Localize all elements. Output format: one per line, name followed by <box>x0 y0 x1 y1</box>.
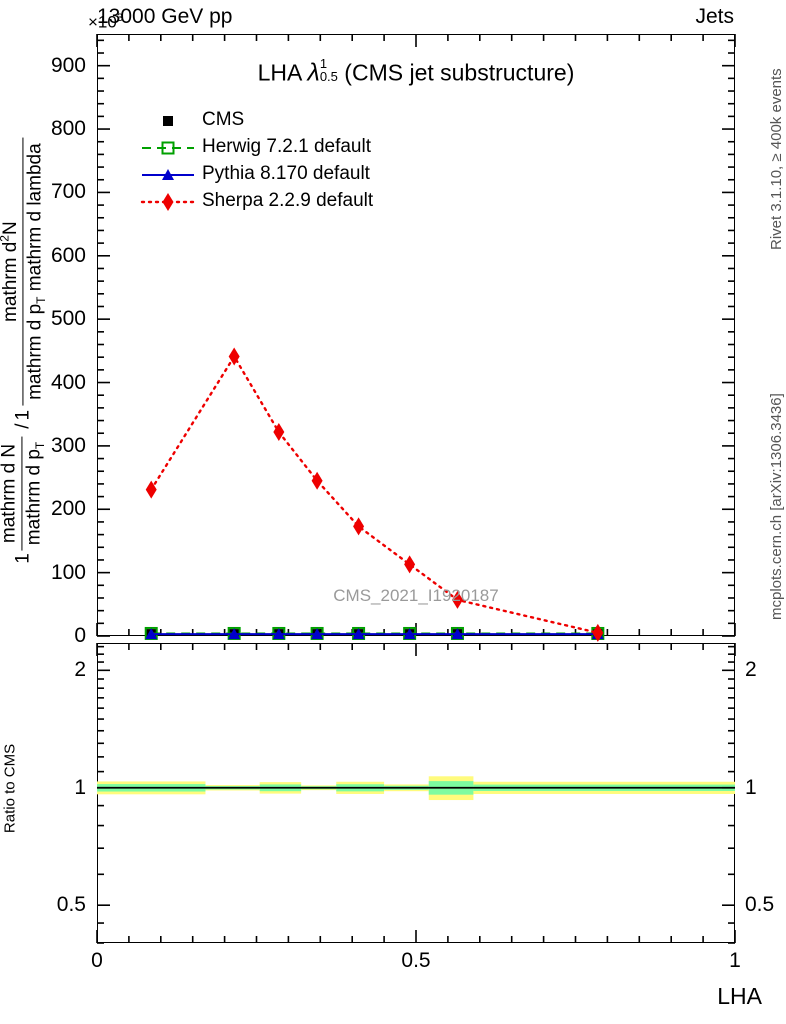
plot-title-main: LHA <box>257 59 308 86</box>
ratio-y-tick-label: 0.5 <box>56 893 86 917</box>
legend-label: CMS <box>202 109 245 130</box>
y-axis-tick-labels-ratio-right: 0.5 1 2 <box>739 643 786 943</box>
legend-marker <box>162 193 174 211</box>
data-point-sherpa <box>228 347 240 366</box>
y-tick-label: 500 <box>50 307 86 331</box>
ratio-y-tick-label-right: 2 <box>745 658 757 682</box>
yaxis-prefix-denominator: mathrm d pT <box>23 441 48 546</box>
data-point-pythia <box>145 628 158 640</box>
legend-label: Herwig 7.2.1 default <box>202 136 371 157</box>
y-tick-label: 900 <box>50 53 86 77</box>
yaxis-slash: / <box>12 423 33 429</box>
legend-key-pythia-glyph <box>142 169 194 180</box>
y-tick-label: 0 <box>74 624 86 647</box>
legend-key-sherpa <box>140 189 196 216</box>
process-label: Jets <box>695 5 734 28</box>
y-tick-label: 700 <box>50 180 86 204</box>
y-tick-label: 100 <box>50 560 86 584</box>
legend-key-pythia <box>140 162 196 189</box>
data-point-sherpa <box>451 590 463 609</box>
legend-entry[interactable]: CMS <box>140 108 440 135</box>
yaxis-numerator-one: 1 <box>12 409 33 421</box>
legend-key-cms <box>140 108 196 135</box>
plot-title-sup: 1 <box>319 56 328 71</box>
mcplots-caption: mcplots.cern.ch [arXiv:1306.3436] <box>768 393 785 620</box>
yaxis-numerator: mathrm d2N <box>0 137 24 406</box>
yaxis-prefix-numerator: mathrm d N <box>0 436 23 551</box>
legend-entry[interactable]: Sherpa 2.2.9 default <box>140 189 440 216</box>
data-point-sherpa <box>311 471 323 490</box>
legend-entry[interactable]: Herwig 7.2.1 default <box>140 135 440 162</box>
legend[interactable]: CMS Herwig 7.2.1 default Pythia 8.170 defa… <box>140 108 440 216</box>
ratio-y-tick-label-right: 1 <box>745 775 757 799</box>
data-point-sherpa <box>404 555 416 574</box>
ratio-y-tick-label: 1 <box>74 775 86 799</box>
y-tick-label: 600 <box>50 243 86 267</box>
x-tick-label: 0.5 <box>401 949 431 972</box>
y-axis-scale-multiplier: ×103 <box>88 12 123 33</box>
data-point-sherpa <box>145 480 157 499</box>
plot-title-lambda: λ <box>307 58 320 87</box>
legend-label: Sherpa 2.2.9 default <box>202 190 374 211</box>
y-tick-label: 400 <box>50 370 86 394</box>
rivet-caption: Rivet 3.1.10, ≥ 400k events <box>768 68 785 250</box>
legend-entry[interactable]: Pythia 8.170 default <box>140 162 440 189</box>
legend-marker <box>161 141 175 155</box>
yaxis-fraction-stack: mathrm d2Nmathrm d pT mathrm d lambda <box>0 137 49 406</box>
x-axis-tick-labels: 0 0.5 1 <box>0 949 786 989</box>
ratio-y-tick-label: 2 <box>74 658 86 682</box>
analysis-watermark: CMS_2021_I1920187 <box>333 586 499 605</box>
main-plot-area[interactable] <box>97 34 735 636</box>
data-point-pythia <box>352 628 365 640</box>
yaxis-denominator: mathrm d pT mathrm d lambda <box>24 143 49 400</box>
scale-prefix: ×10 <box>88 12 117 32</box>
beam-energy-label: 13000 GeV pp <box>97 5 233 28</box>
series-line-sherpa <box>149 354 599 634</box>
legend-key-sherpa-glyph <box>140 193 196 211</box>
x-tick-label: 1 <box>729 949 741 972</box>
plot-title-supsub: 1 0.5 <box>320 57 338 84</box>
ratio-y-tick-label-right: 0.5 <box>745 893 775 917</box>
legend-marker <box>163 116 173 126</box>
ratio-y-axis-title: Ratio to CMS <box>1 743 19 834</box>
data-point-pythia <box>311 628 324 640</box>
data-point-sherpa <box>273 422 285 441</box>
x-axis-title: LHA <box>717 983 762 1009</box>
plot-title: LHA λ 1 0.5 (CMS jet substructure) <box>97 57 735 88</box>
legend-marker <box>162 169 174 180</box>
yaxis-leading-one: 1 <box>12 553 33 564</box>
y-axis-tick-labels-main: 0 100 200 300 400 500 600 700 800 900 <box>0 34 92 647</box>
y-axis-tick-labels-ratio-left: 0.5 1 2 <box>0 643 92 943</box>
data-point-pythia <box>451 628 464 640</box>
y-tick-label: 300 <box>50 433 86 457</box>
data-point-pythia <box>228 628 241 640</box>
data-point-pythia <box>272 628 285 640</box>
data-point-pythia <box>403 628 416 640</box>
plot-title-sub: 0.5 <box>319 69 338 85</box>
y-tick-label: 200 <box>50 497 86 521</box>
data-point-sherpa <box>592 623 604 642</box>
data-point-sherpa <box>353 517 365 536</box>
x-tick-label: 0 <box>91 949 103 972</box>
scale-exponent: 3 <box>116 12 123 24</box>
legend-key-herwig <box>140 135 196 162</box>
plot-title-tail: (CMS jet substructure) <box>337 59 575 86</box>
legend-key-cms-glyph <box>163 116 173 126</box>
legend-label: Pythia 8.170 default <box>202 163 370 184</box>
y-tick-label: 800 <box>50 117 86 141</box>
legend-key-herwig-glyph <box>142 141 194 155</box>
